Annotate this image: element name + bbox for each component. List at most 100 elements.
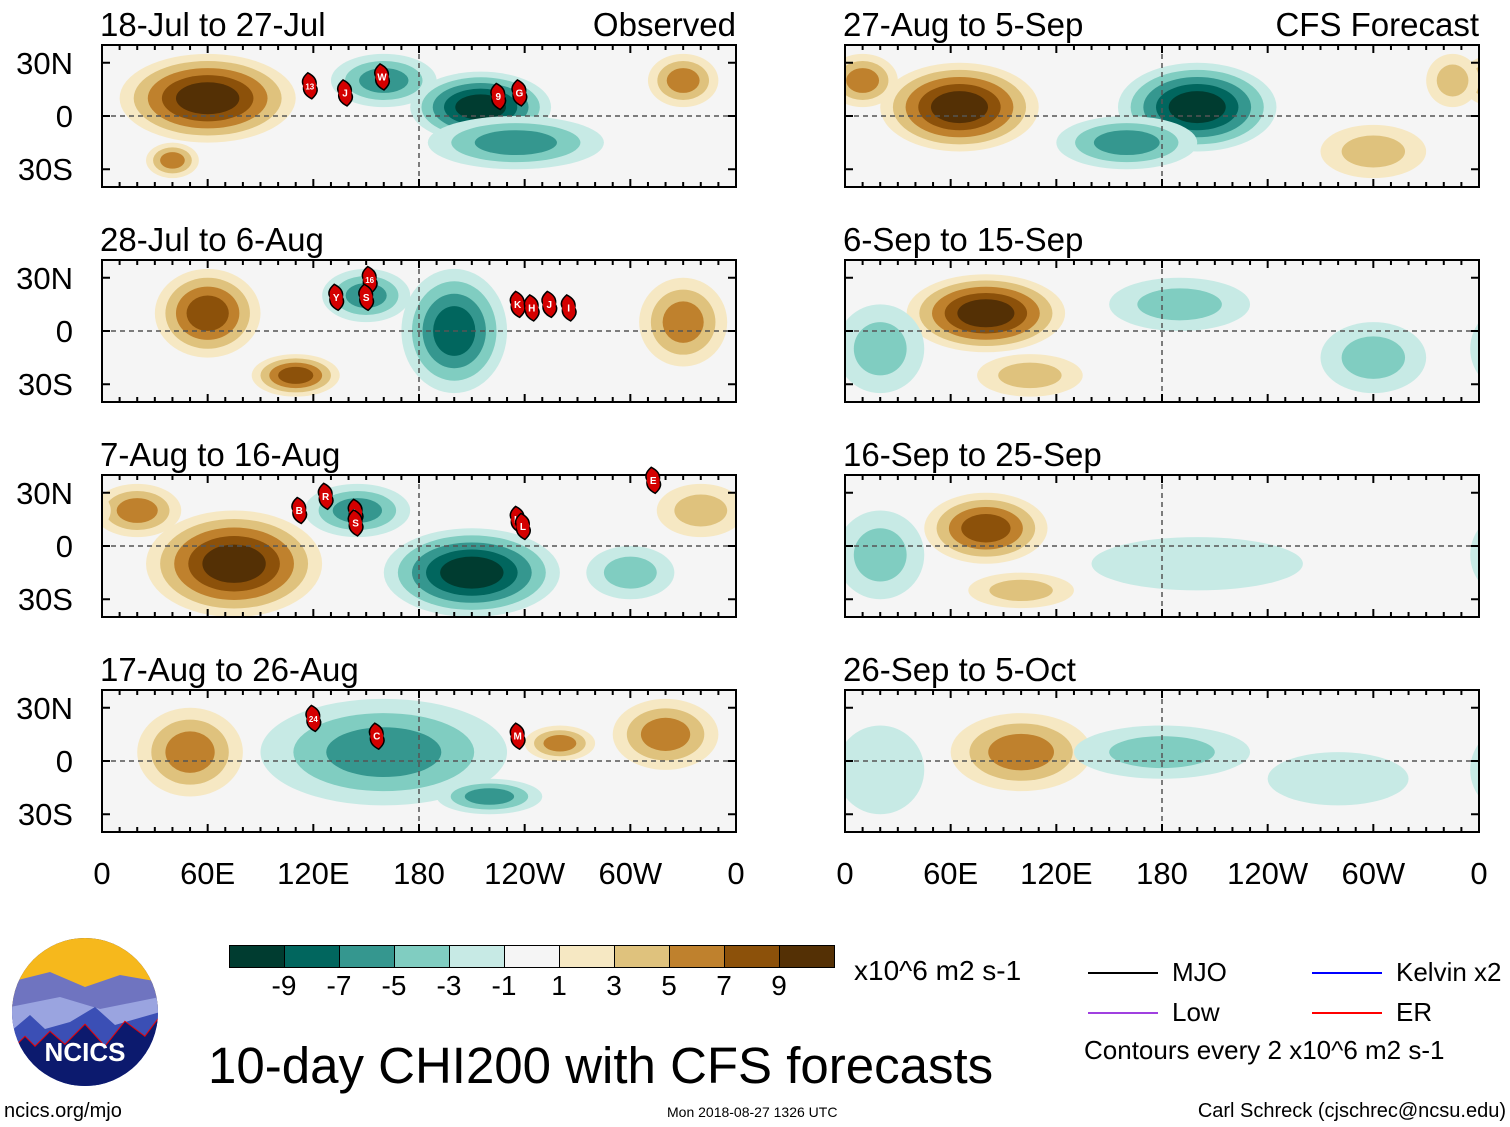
lat-label: 30S	[17, 152, 73, 188]
anomaly-contour	[1470, 528, 1479, 582]
anomaly-contour	[1168, 91, 1226, 124]
colorbar-tick-label: 1	[551, 970, 567, 1001]
storm-label: 16	[365, 276, 374, 285]
anomaly-contour	[1480, 68, 1510, 93]
tropical-cyclone-marker: L	[514, 512, 531, 541]
lat-label: 0	[55, 314, 73, 349]
anomaly-contour	[961, 514, 1011, 543]
colorbar-swatch	[285, 946, 340, 967]
lat-label: 30S	[17, 367, 73, 403]
storm-label: L	[520, 522, 526, 533]
anomaly-contour	[1267, 752, 1409, 806]
tropical-cyclone-marker: M	[509, 722, 526, 751]
anomaly-contour	[1093, 130, 1160, 156]
map-panel	[844, 689, 1480, 833]
anomaly-contour	[727, 494, 736, 527]
tropical-cyclone-marker: H	[523, 294, 540, 322]
storm-label: H	[528, 303, 535, 314]
lat-label: 30N	[16, 45, 73, 81]
lon-label: 120W	[484, 856, 566, 891]
anomaly-contour	[175, 82, 240, 115]
source-link[interactable]: ncics.org/mjo	[4, 1100, 122, 1122]
tropical-cyclone-marker: W	[373, 63, 391, 91]
panel-title: 17-Aug to 26-Aug	[100, 651, 359, 688]
tropical-cyclone-marker: 9	[490, 82, 507, 111]
storm-label: E	[650, 476, 657, 487]
tropical-cyclone-marker: B	[291, 496, 308, 525]
storm-label: G	[515, 88, 523, 99]
anomaly-contour	[116, 498, 158, 523]
anomaly-contour	[464, 788, 515, 805]
tropical-cyclone-marker: Y	[328, 283, 345, 312]
colorbar-swatch	[615, 946, 670, 967]
lat-label: 30S	[17, 797, 73, 833]
storm-label: C	[373, 732, 380, 743]
panel-title: 7-Aug to 16-Aug	[100, 436, 341, 473]
figure-title: 10-day CHI200 with CFS forecasts	[208, 1037, 994, 1094]
anomaly-contour	[845, 725, 925, 815]
anomaly-contour	[1341, 135, 1406, 168]
anomaly-contour	[160, 152, 185, 169]
anomaly-contour	[1436, 64, 1469, 97]
anomaly-contour	[1488, 528, 1510, 581]
map-panel	[844, 44, 1480, 188]
lat-label: 0	[55, 744, 73, 779]
colorbar-swatch	[725, 946, 780, 967]
tropical-cyclone-marker: 24	[305, 704, 322, 733]
storm-label: R	[322, 492, 330, 503]
legend-line	[1312, 972, 1382, 974]
map-panel: 13 J W 9 G	[101, 44, 737, 188]
panel-title: 18-Jul to 27-Jul	[100, 6, 326, 43]
lat-label: 30N	[16, 475, 73, 511]
timestamp: Mon 2018-08-27 1326 UTC	[667, 1104, 838, 1120]
legend-label: Kelvin x2	[1396, 957, 1502, 987]
anomaly-contour	[787, 147, 826, 173]
colorbar-swatch	[505, 946, 560, 967]
lon-label: 180	[1136, 856, 1188, 891]
anomaly-contour	[792, 54, 845, 107]
lon-label: 0	[836, 856, 854, 891]
storm-label: I	[567, 303, 570, 314]
anomaly-contour	[846, 68, 880, 93]
anomaly-contour	[1470, 322, 1479, 376]
tropical-cyclone-marker: J	[336, 79, 354, 107]
anomaly-contour	[794, 152, 819, 169]
colorbar-swatch	[450, 946, 505, 967]
anomaly-contour	[799, 731, 848, 772]
colorbar-tick-label: -9	[271, 970, 297, 1001]
colorbar-tick-label: 9	[771, 970, 787, 1001]
map-panel: Y 16 S K H J I	[101, 259, 737, 403]
colorbar-swatch	[340, 946, 395, 967]
anomaly-contour	[440, 556, 504, 589]
colorbar-tick-label: 7	[716, 970, 732, 1001]
lon-label: 120E	[1020, 856, 1093, 891]
colorbar-swatch	[780, 946, 834, 967]
anomaly-contour	[1137, 288, 1222, 321]
colorbar-swatch	[395, 946, 450, 967]
tropical-cyclone-marker: I	[560, 294, 577, 322]
anomaly-contour	[1091, 537, 1303, 591]
colorbar	[229, 945, 835, 968]
anomaly-contour	[603, 556, 657, 589]
column-label: Observed	[592, 6, 736, 43]
lat-label: 0	[55, 99, 73, 134]
storm-label: Y	[333, 293, 340, 304]
lon-label: 60E	[923, 856, 979, 891]
anomaly-contour	[853, 528, 907, 582]
map-svg	[844, 689, 1480, 833]
contour-note: Contours every 2 x10^6 m2 s-1	[1084, 1035, 1445, 1065]
legend-line	[1312, 1012, 1382, 1014]
colorbar-swatch	[230, 946, 285, 967]
map-svg	[844, 474, 1480, 618]
anomaly-contour	[278, 366, 314, 384]
map-svg	[844, 44, 1480, 188]
lon-label: 0	[1470, 856, 1488, 891]
anomaly-contour	[165, 731, 215, 773]
lon-label: 120W	[1227, 856, 1309, 891]
anomaly-contour	[739, 491, 804, 530]
anomaly-contour	[662, 301, 704, 343]
lon-label: 120E	[277, 856, 350, 891]
anomaly-contour	[1488, 322, 1510, 375]
anomaly-contour	[202, 544, 266, 583]
